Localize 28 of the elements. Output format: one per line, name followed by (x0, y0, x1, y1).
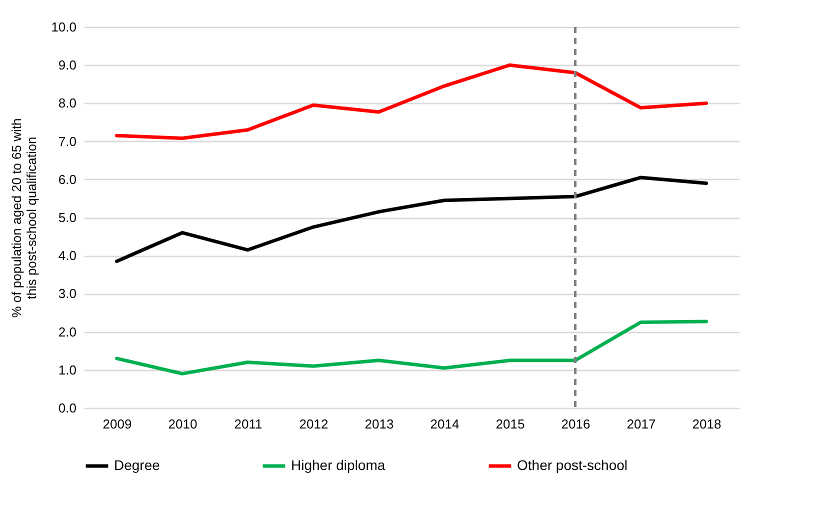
y-tick-label: 3.0 (58, 286, 76, 302)
y-tick-label: 7.0 (58, 134, 76, 149)
line-series (115, 176, 708, 264)
y-tick-label: 6.0 (58, 172, 76, 187)
x-tick-label: 2013 (364, 416, 394, 432)
x-tick-label: 2018 (692, 416, 722, 432)
x-tick-label: 2016 (561, 416, 590, 432)
x-tick-label: 2012 (299, 416, 328, 432)
y-tick-label: 0.0 (58, 400, 76, 416)
legend-label: Degree (114, 457, 160, 473)
y-tick-label: 4.0 (58, 248, 76, 264)
line-series (115, 63, 708, 140)
line-series (115, 320, 708, 376)
legend-label: Higher diploma (291, 457, 386, 473)
legend-label: Other post-school (517, 457, 628, 473)
y-tick-label: 5.0 (58, 210, 76, 225)
x-tick-label: 2014 (430, 416, 460, 432)
y-tick-label: 10.0 (51, 20, 76, 34)
y-tick-label: 2.0 (58, 324, 76, 340)
x-tick-label: 2011 (234, 416, 262, 432)
y-tick-label: 1.0 (58, 362, 76, 378)
y-tick-label: 8.0 (58, 96, 76, 111)
y-axis-title: % of population aged 20 to 65 with this post-school qualification (9, 118, 40, 318)
x-tick-label: 2015 (496, 416, 525, 432)
x-tick-label: 2017 (626, 416, 656, 432)
y-tick-label: 9.0 (58, 58, 76, 73)
x-tick-label: 2009 (102, 416, 132, 432)
x-tick-label: 2010 (168, 416, 198, 432)
